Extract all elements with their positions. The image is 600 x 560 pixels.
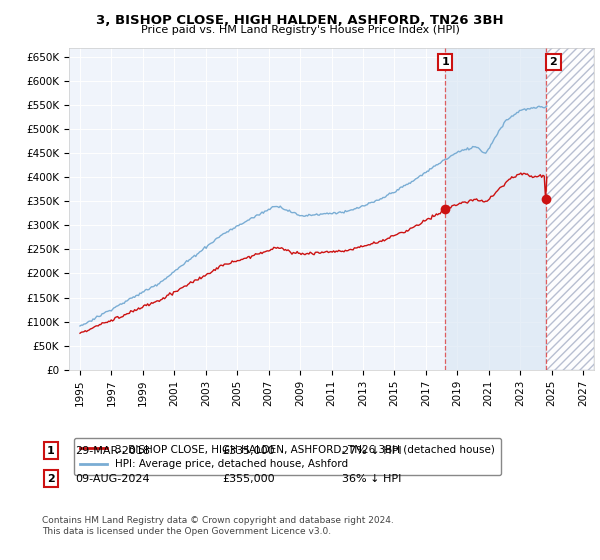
Text: 29-MAR-2018: 29-MAR-2018 [75, 446, 150, 456]
Text: 1: 1 [47, 446, 55, 456]
Text: 36% ↓ HPI: 36% ↓ HPI [342, 474, 401, 484]
Text: 09-AUG-2024: 09-AUG-2024 [75, 474, 149, 484]
Text: 1: 1 [441, 57, 449, 67]
Bar [445, 48, 545, 370]
Text: 2: 2 [47, 474, 55, 484]
Text: 2: 2 [550, 57, 557, 67]
Legend: 3, BISHOP CLOSE, HIGH HALDEN, ASHFORD, TN26 3BH (detached house), HPI: Average p: 3, BISHOP CLOSE, HIGH HALDEN, ASHFORD, T… [74, 438, 501, 475]
Text: Price paid vs. HM Land Registry's House Price Index (HPI): Price paid vs. HM Land Registry's House … [140, 25, 460, 35]
Text: £355,000: £355,000 [222, 474, 275, 484]
Text: Contains HM Land Registry data © Crown copyright and database right 2024.
This d: Contains HM Land Registry data © Crown c… [42, 516, 394, 536]
Text: 27% ↓ HPI: 27% ↓ HPI [342, 446, 401, 456]
Text: 3, BISHOP CLOSE, HIGH HALDEN, ASHFORD, TN26 3BH: 3, BISHOP CLOSE, HIGH HALDEN, ASHFORD, T… [96, 14, 504, 27]
Text: £335,000: £335,000 [222, 446, 275, 456]
